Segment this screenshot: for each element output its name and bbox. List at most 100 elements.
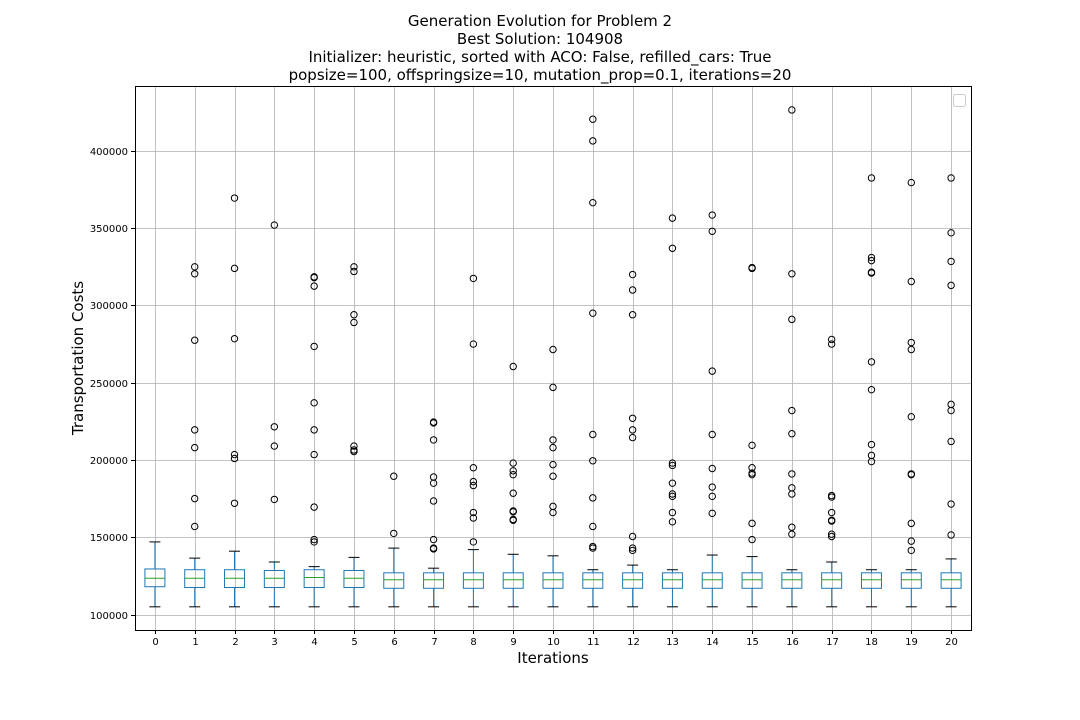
outlier-point xyxy=(867,253,876,262)
box-plot-5 xyxy=(343,263,365,608)
outlier-point xyxy=(509,515,517,524)
x-tick-label: 16 xyxy=(786,637,799,648)
outlier-point xyxy=(589,115,597,123)
outlier-point xyxy=(668,214,677,222)
outlier-point xyxy=(270,495,279,504)
x-tick-label: 17 xyxy=(826,637,839,648)
outlier-point xyxy=(668,244,677,252)
outlier-point xyxy=(310,538,318,546)
outlier-point xyxy=(469,481,478,490)
outlier-point xyxy=(230,194,239,202)
outlier-point xyxy=(310,399,318,407)
x-tick-label: 20 xyxy=(945,637,958,648)
x-tick-label: 14 xyxy=(706,637,719,648)
outlier-point xyxy=(509,467,517,475)
outlier-point xyxy=(947,229,955,237)
outlier-point xyxy=(668,459,677,467)
x-tick-label: 15 xyxy=(746,637,759,648)
x-tick-label: 3 xyxy=(271,637,277,648)
outlier-point xyxy=(429,497,438,505)
outlier-point xyxy=(708,227,716,235)
outlier-point xyxy=(310,503,318,511)
outlier-point xyxy=(469,508,478,517)
outlier-point xyxy=(509,362,517,371)
chart-title-line-4: popsize=100, offspringsize=10, mutation_… xyxy=(288,66,792,84)
y-tick-label: 100000 xyxy=(90,611,128,622)
outlier-point xyxy=(230,454,239,463)
outlier-point xyxy=(310,282,318,290)
box-plot-18 xyxy=(860,174,882,608)
outlier-point xyxy=(350,267,358,276)
x-tick-label: 0 xyxy=(152,637,158,648)
box-plot-8 xyxy=(462,274,484,608)
outlier-point xyxy=(708,211,716,219)
outlier-point xyxy=(947,174,955,182)
box-plot-19 xyxy=(900,178,922,608)
outlier-point xyxy=(549,436,557,444)
outlier-point xyxy=(907,345,915,354)
outlier-point xyxy=(947,437,955,446)
outlier-point xyxy=(429,535,438,544)
outlier-point xyxy=(628,532,637,541)
outlier-point xyxy=(191,270,199,278)
x-tick-label: 13 xyxy=(666,637,679,648)
outlier-point xyxy=(827,508,836,517)
outlier-point xyxy=(827,532,836,541)
outlier-point xyxy=(628,546,637,555)
outlier-point xyxy=(350,263,358,271)
box-plot-14 xyxy=(701,211,723,608)
x-axis-label: Iterations xyxy=(517,649,589,667)
outlier-point xyxy=(589,309,597,317)
box-body xyxy=(741,572,763,589)
x-tick-label: 4 xyxy=(311,637,317,648)
box-plot-0 xyxy=(144,541,166,608)
outlier-point xyxy=(788,406,796,415)
outlier-point xyxy=(748,535,756,544)
box-body xyxy=(622,572,644,589)
outlier-point xyxy=(549,383,557,392)
box-plot-4 xyxy=(303,273,325,608)
outlier-point xyxy=(628,433,637,442)
outlier-point xyxy=(589,522,597,531)
outlier-point xyxy=(668,490,677,498)
outlier-point xyxy=(549,443,557,452)
outlier-point xyxy=(469,538,478,546)
outlier-point xyxy=(191,336,199,344)
outlier-point xyxy=(907,470,915,478)
outlier-point xyxy=(788,523,796,531)
outlier-point xyxy=(310,426,318,434)
outlier-point xyxy=(628,426,637,434)
outlier-point xyxy=(668,492,677,501)
x-tick-label: 5 xyxy=(351,637,357,648)
outlier-point xyxy=(350,311,358,319)
outlier-point xyxy=(469,477,478,486)
outlier-point xyxy=(748,469,756,477)
box-body xyxy=(343,570,365,588)
outlier-point xyxy=(191,522,199,531)
box-plot-13 xyxy=(661,214,683,608)
outlier-point xyxy=(668,461,677,470)
outlier-point xyxy=(469,340,478,348)
x-tick-label: 8 xyxy=(470,637,476,648)
outlier-point xyxy=(827,516,836,524)
outlier-point xyxy=(907,519,915,528)
outlier-point xyxy=(509,489,517,497)
outlier-point xyxy=(907,537,915,545)
outlier-point xyxy=(708,483,716,491)
outlier-point xyxy=(628,544,637,552)
outlier-point xyxy=(390,529,398,538)
box-plot-17 xyxy=(821,335,843,608)
outlier-point xyxy=(350,446,358,454)
outlier-point xyxy=(708,509,716,518)
outlier-point xyxy=(867,174,876,182)
outlier-point xyxy=(947,257,955,266)
outlier-point xyxy=(589,430,597,439)
outlier-point xyxy=(788,470,796,478)
outlier-point xyxy=(827,340,836,348)
box-body xyxy=(860,572,882,589)
box-plot-9 xyxy=(502,362,524,608)
box-body xyxy=(303,569,325,589)
outlier-point xyxy=(708,464,716,473)
x-tick-label: 7 xyxy=(431,637,437,648)
